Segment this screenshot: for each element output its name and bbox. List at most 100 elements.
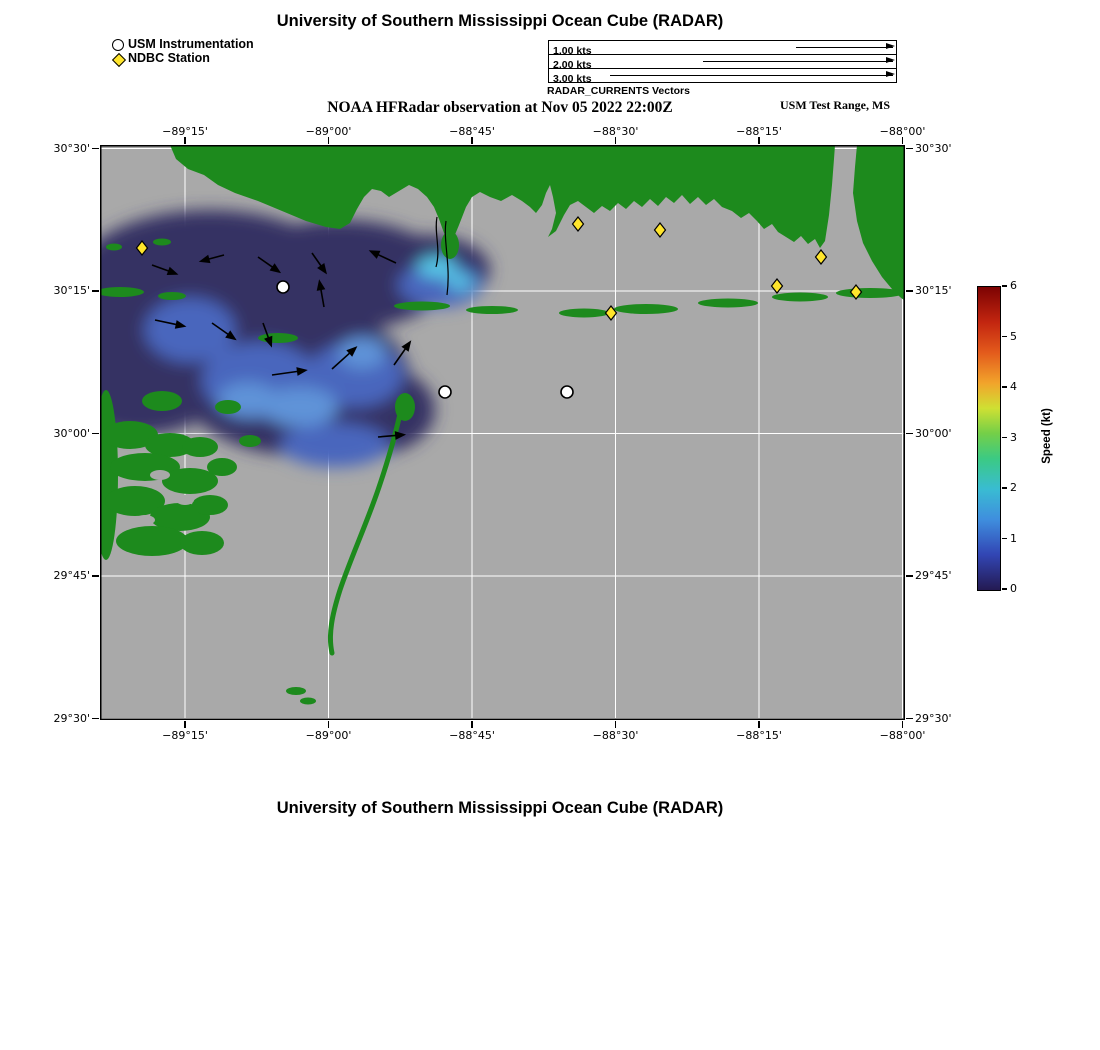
ndbc-station [849,284,863,300]
lat-tick-label-right: 30°15' [915,284,952,297]
land [100,145,905,705]
lon-tick-label-top: −89°15' [162,125,208,138]
lon-tick-label-top: −88°45' [449,125,495,138]
vector-scale-key: 1.00 kts 2.00 kts 3.00 kts [548,40,897,85]
lat-tick-label-right: 30°30' [915,141,952,155]
bottom-title: University of Southern Mississippi Ocean… [276,799,724,817]
lon-tick-label-top: −88°15' [736,125,782,138]
current-arrow [368,250,397,264]
colorbar-tick-label: 2 [1010,481,1017,494]
colorbar-tick [1002,335,1007,338]
vector-key-label: 3.00 kts [553,73,592,85]
chandeleur-islands [327,397,406,656]
river-mouth-land [441,231,459,259]
lat-tick-label-right: 30°00' [915,426,952,440]
lat-tick-label-right: 29°30' [915,711,952,725]
current-arrow [151,264,179,276]
current-arrow [316,279,326,308]
current-vectors [151,250,412,440]
mainland-east-of-bay [853,145,905,301]
lon-tick-label-bottom: −89°00' [305,729,352,742]
lat-tick-label-left: 30°30' [53,141,90,155]
colorbar-tick [1002,386,1007,388]
vector-key-arrow-icon [703,57,895,64]
lon-tick-label-bottom: −88°45' [449,729,495,742]
colorbar-tick [1002,285,1007,287]
river-channels [435,216,449,296]
lon-tick-label-bottom: −89°15' [162,729,208,742]
ndbc-station [135,240,149,256]
lon-tick-label-bottom: −88°15' [736,729,782,742]
ndbc-station-legend-icon [111,52,127,68]
usm-instrumentation-station [560,385,574,399]
map-frame [100,145,905,720]
axis-tick [92,575,99,577]
axis-tick [901,137,904,144]
current-arrow [311,252,328,275]
colorbar-tick [1002,537,1007,540]
colorbar-tick [1002,436,1007,439]
colorbar-tick-label: 3 [1010,430,1017,444]
axis-tick [327,137,330,144]
ndbc-station [814,249,828,265]
vector-key-label: 1.00 kts [553,45,592,57]
axis-tick [906,147,913,150]
current-arrow [331,346,358,370]
axis-tick [906,575,913,577]
colorbar-tick [1002,588,1007,590]
colorbar-tick-label: 1 [1010,531,1017,545]
usm-instrumentation-station [438,385,452,399]
lon-tick-label-top: −88°00' [879,125,926,138]
observation-subtitle: NOAA HFRadar observation at Nov 05 2022 … [327,99,673,116]
chandeleur-south-bit [300,697,316,705]
lon-tick-label-top: −88°30' [592,125,639,138]
colorbar-axis-label: Speed (kt) [1041,408,1053,464]
axis-tick [901,721,904,728]
map [100,145,905,720]
ndbc-station-legend-label: NDBC Station [128,51,210,65]
current-arrow [393,340,412,366]
colorbar-tick-label: 6 [1010,279,1017,292]
axis-tick [92,432,99,435]
current-arrow [257,256,282,274]
lon-tick-label-bottom: −88°00' [879,729,926,742]
mainland-coast [170,145,835,248]
marsh [100,390,261,560]
ndbc-station [571,216,585,232]
axis-tick [327,721,330,728]
lat-tick-label-left: 30°15' [53,284,90,297]
vector-key-arrow-icon [796,43,895,50]
axis-tick [614,721,617,728]
axis-tick [184,721,186,728]
vector-key-row: 2.00 kts [549,55,896,71]
colorbar-tick [1002,487,1007,489]
current-arrow [377,431,407,440]
lat-tick-label-left: 29°30' [53,711,90,725]
test-range-label: USM Test Range, MS [779,98,890,112]
lat-tick-label-right: 29°45' [915,569,952,582]
colorbar-tick-label: 0 [1010,582,1017,595]
colorbar-tick-label: 4 [1010,380,1017,393]
current-arrow [211,322,237,341]
vector-key-caption: RADAR_CURRENTS Vectors [547,85,690,97]
axis-tick [906,432,913,435]
axis-tick [758,137,760,144]
axis-tick [92,717,99,720]
colorbar-tick-label: 5 [1010,329,1017,343]
usm-instrumentation-legend-label: USM Instrumentation [128,37,254,51]
axis-tick [758,721,760,728]
lon-tick-label-bottom: −88°30' [592,729,639,742]
vector-key-arrow-icon [610,71,895,78]
axis-tick [906,290,913,292]
axis-tick [906,717,913,720]
axis-tick [471,721,473,728]
colorbar [977,286,1001,591]
current-arrow [198,254,225,264]
current-arrow [154,319,187,329]
ndbc-station [770,278,784,294]
current-arrow [262,322,273,348]
lat-tick-label-left: 29°45' [53,569,90,582]
ndbc-station [653,222,667,238]
axis-tick [92,290,99,292]
usm-instrumentation-legend-icon [112,39,124,51]
